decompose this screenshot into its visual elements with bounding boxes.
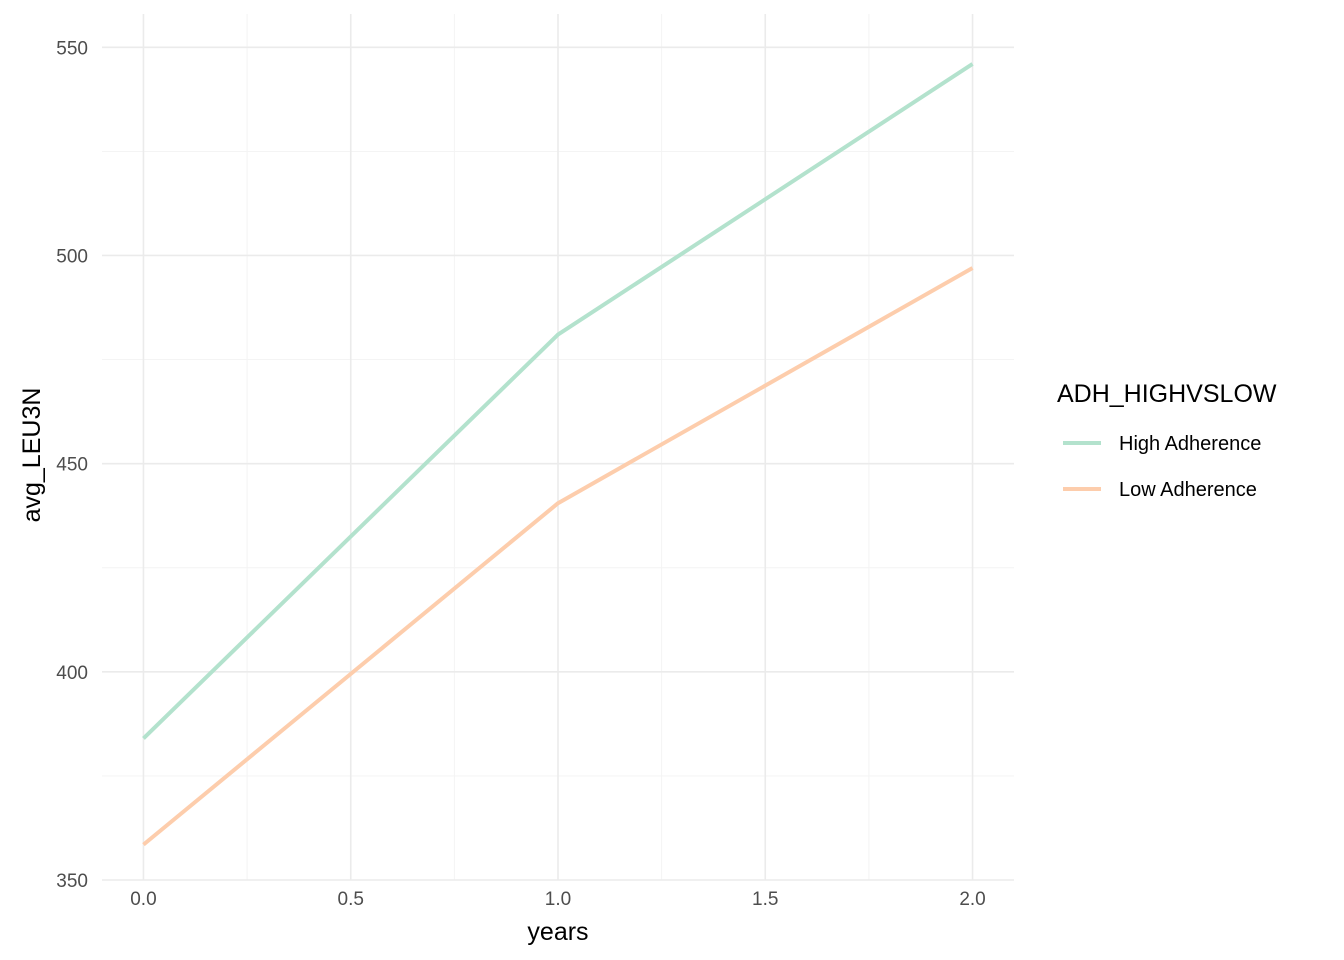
y-tick-label: 500 — [56, 246, 88, 267]
plot-panel — [102, 14, 1014, 881]
legend-title: ADH_HIGHVSLOW — [1057, 380, 1277, 408]
series-lines — [142, 62, 974, 847]
series-line-high-adherence — [142, 62, 974, 740]
x-tick-label: 2.0 — [959, 889, 985, 910]
x-tick-label: 0.5 — [338, 889, 364, 910]
y-tick-label: 350 — [56, 871, 88, 892]
legend: ADH_HIGHVSLOW High Adherence Low Adherenc… — [1057, 380, 1277, 501]
legend-label: High Adherence — [1119, 433, 1261, 455]
x-axis-title: years — [527, 918, 588, 946]
x-tick-label: 1.0 — [545, 889, 571, 910]
legend-label: Low Adherence — [1119, 479, 1257, 501]
y-axis-ticks: 350 400 450 500 550 — [56, 38, 88, 892]
x-tick-label: 0.0 — [130, 889, 156, 910]
legend-items: High Adherence Low Adherence — [1063, 433, 1261, 501]
major-gridlines — [102, 14, 1014, 881]
x-axis-ticks: 0.0 0.5 1.0 1.5 2.0 — [130, 889, 986, 910]
y-tick-label: 550 — [56, 38, 88, 59]
series-line-low-adherence — [142, 266, 974, 847]
y-tick-label: 400 — [56, 663, 88, 684]
y-axis-title: avg_LEU3N — [18, 388, 46, 523]
y-tick-label: 450 — [56, 455, 88, 476]
x-tick-label: 1.5 — [752, 889, 778, 910]
